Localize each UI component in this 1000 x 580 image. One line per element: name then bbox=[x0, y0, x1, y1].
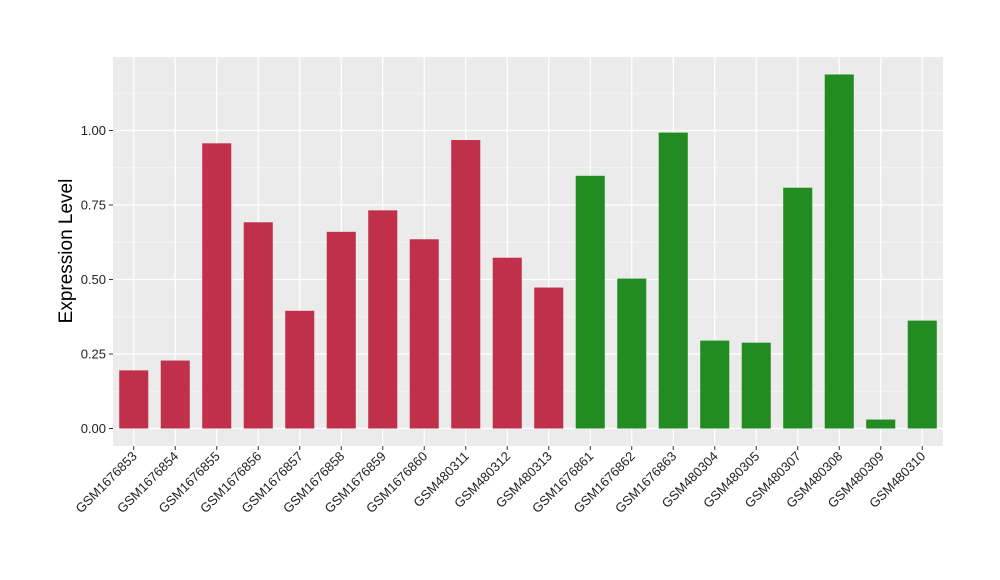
bar bbox=[451, 140, 481, 429]
bar bbox=[824, 74, 854, 429]
bar bbox=[575, 175, 605, 429]
y-axis-title: Expression Level bbox=[56, 179, 77, 324]
bar bbox=[243, 222, 273, 429]
y-tick-label: 0.25 bbox=[81, 347, 106, 362]
y-axis: 0.00 0.25 0.50 0.75 1.00 bbox=[81, 123, 113, 436]
bar bbox=[741, 342, 771, 429]
bar bbox=[285, 310, 315, 429]
bar bbox=[907, 320, 937, 429]
bar bbox=[658, 132, 688, 429]
bar bbox=[617, 278, 647, 429]
bar bbox=[700, 340, 730, 429]
bar bbox=[492, 257, 522, 429]
bar bbox=[409, 239, 439, 429]
x-axis: GSM1676853GSM1676854GSM1676855GSM1676856… bbox=[73, 446, 928, 516]
bar bbox=[160, 360, 190, 429]
bars bbox=[119, 74, 937, 429]
bar bbox=[866, 419, 896, 429]
bar bbox=[326, 231, 356, 429]
bar bbox=[368, 210, 398, 429]
bar bbox=[202, 143, 232, 429]
y-tick-label: 0.75 bbox=[81, 198, 106, 213]
y-tick-label: 1.00 bbox=[81, 123, 106, 138]
bar bbox=[534, 287, 564, 429]
bar bbox=[119, 370, 149, 429]
panel-background bbox=[113, 57, 943, 446]
bar bbox=[783, 187, 813, 429]
y-tick-label: 0.50 bbox=[81, 272, 106, 287]
y-tick-label: 0.00 bbox=[81, 421, 106, 436]
